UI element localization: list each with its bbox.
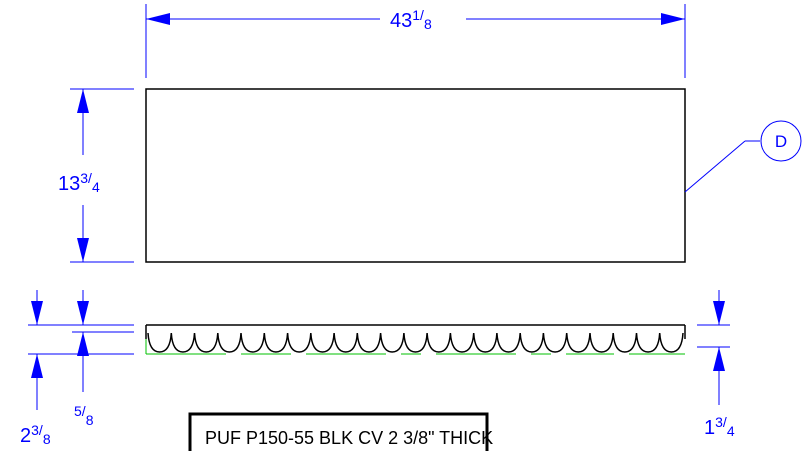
overall-length-label: 431/8	[390, 7, 432, 32]
arrowhead-top	[77, 89, 89, 113]
leader-line	[684, 140, 746, 193]
height-label: 133/4	[58, 170, 100, 195]
arrowhead-up	[713, 347, 725, 371]
convolute-depth-label: 13/4	[704, 414, 735, 439]
arrowhead-left	[146, 13, 170, 25]
note-text: PUF P150-55 BLK CV 2 3/8" THICK	[205, 428, 493, 448]
arrowhead-down	[713, 301, 725, 325]
overall-length-dimension: 431/8	[145, 4, 686, 78]
balloon-circle	[760, 120, 802, 162]
note-box	[188, 412, 489, 451]
thickness-dimensions: 23/8 5/8	[20, 290, 134, 447]
convolute-profile	[147, 332, 684, 353]
material-note: PUF P150-55 BLK CV 2 3/8" THICK	[188, 412, 493, 451]
balloon-callout: D	[684, 120, 802, 193]
balloon-label: D	[775, 132, 787, 151]
arrowhead-right	[661, 13, 685, 25]
arrowhead-down	[31, 301, 43, 325]
height-dimension: 133/4	[58, 88, 134, 263]
total-thickness-label: 23/8	[20, 422, 51, 447]
arrowhead-down	[77, 301, 89, 325]
arrowhead-bottom	[77, 238, 89, 262]
arrowhead-up	[31, 354, 43, 378]
pad-side-view	[145, 324, 686, 355]
base-thickness-label: 5/8	[74, 403, 94, 428]
convolute-depth-dimension: 13/4	[697, 290, 735, 439]
arrowhead-up	[77, 332, 89, 356]
pad-top-view	[145, 88, 686, 263]
